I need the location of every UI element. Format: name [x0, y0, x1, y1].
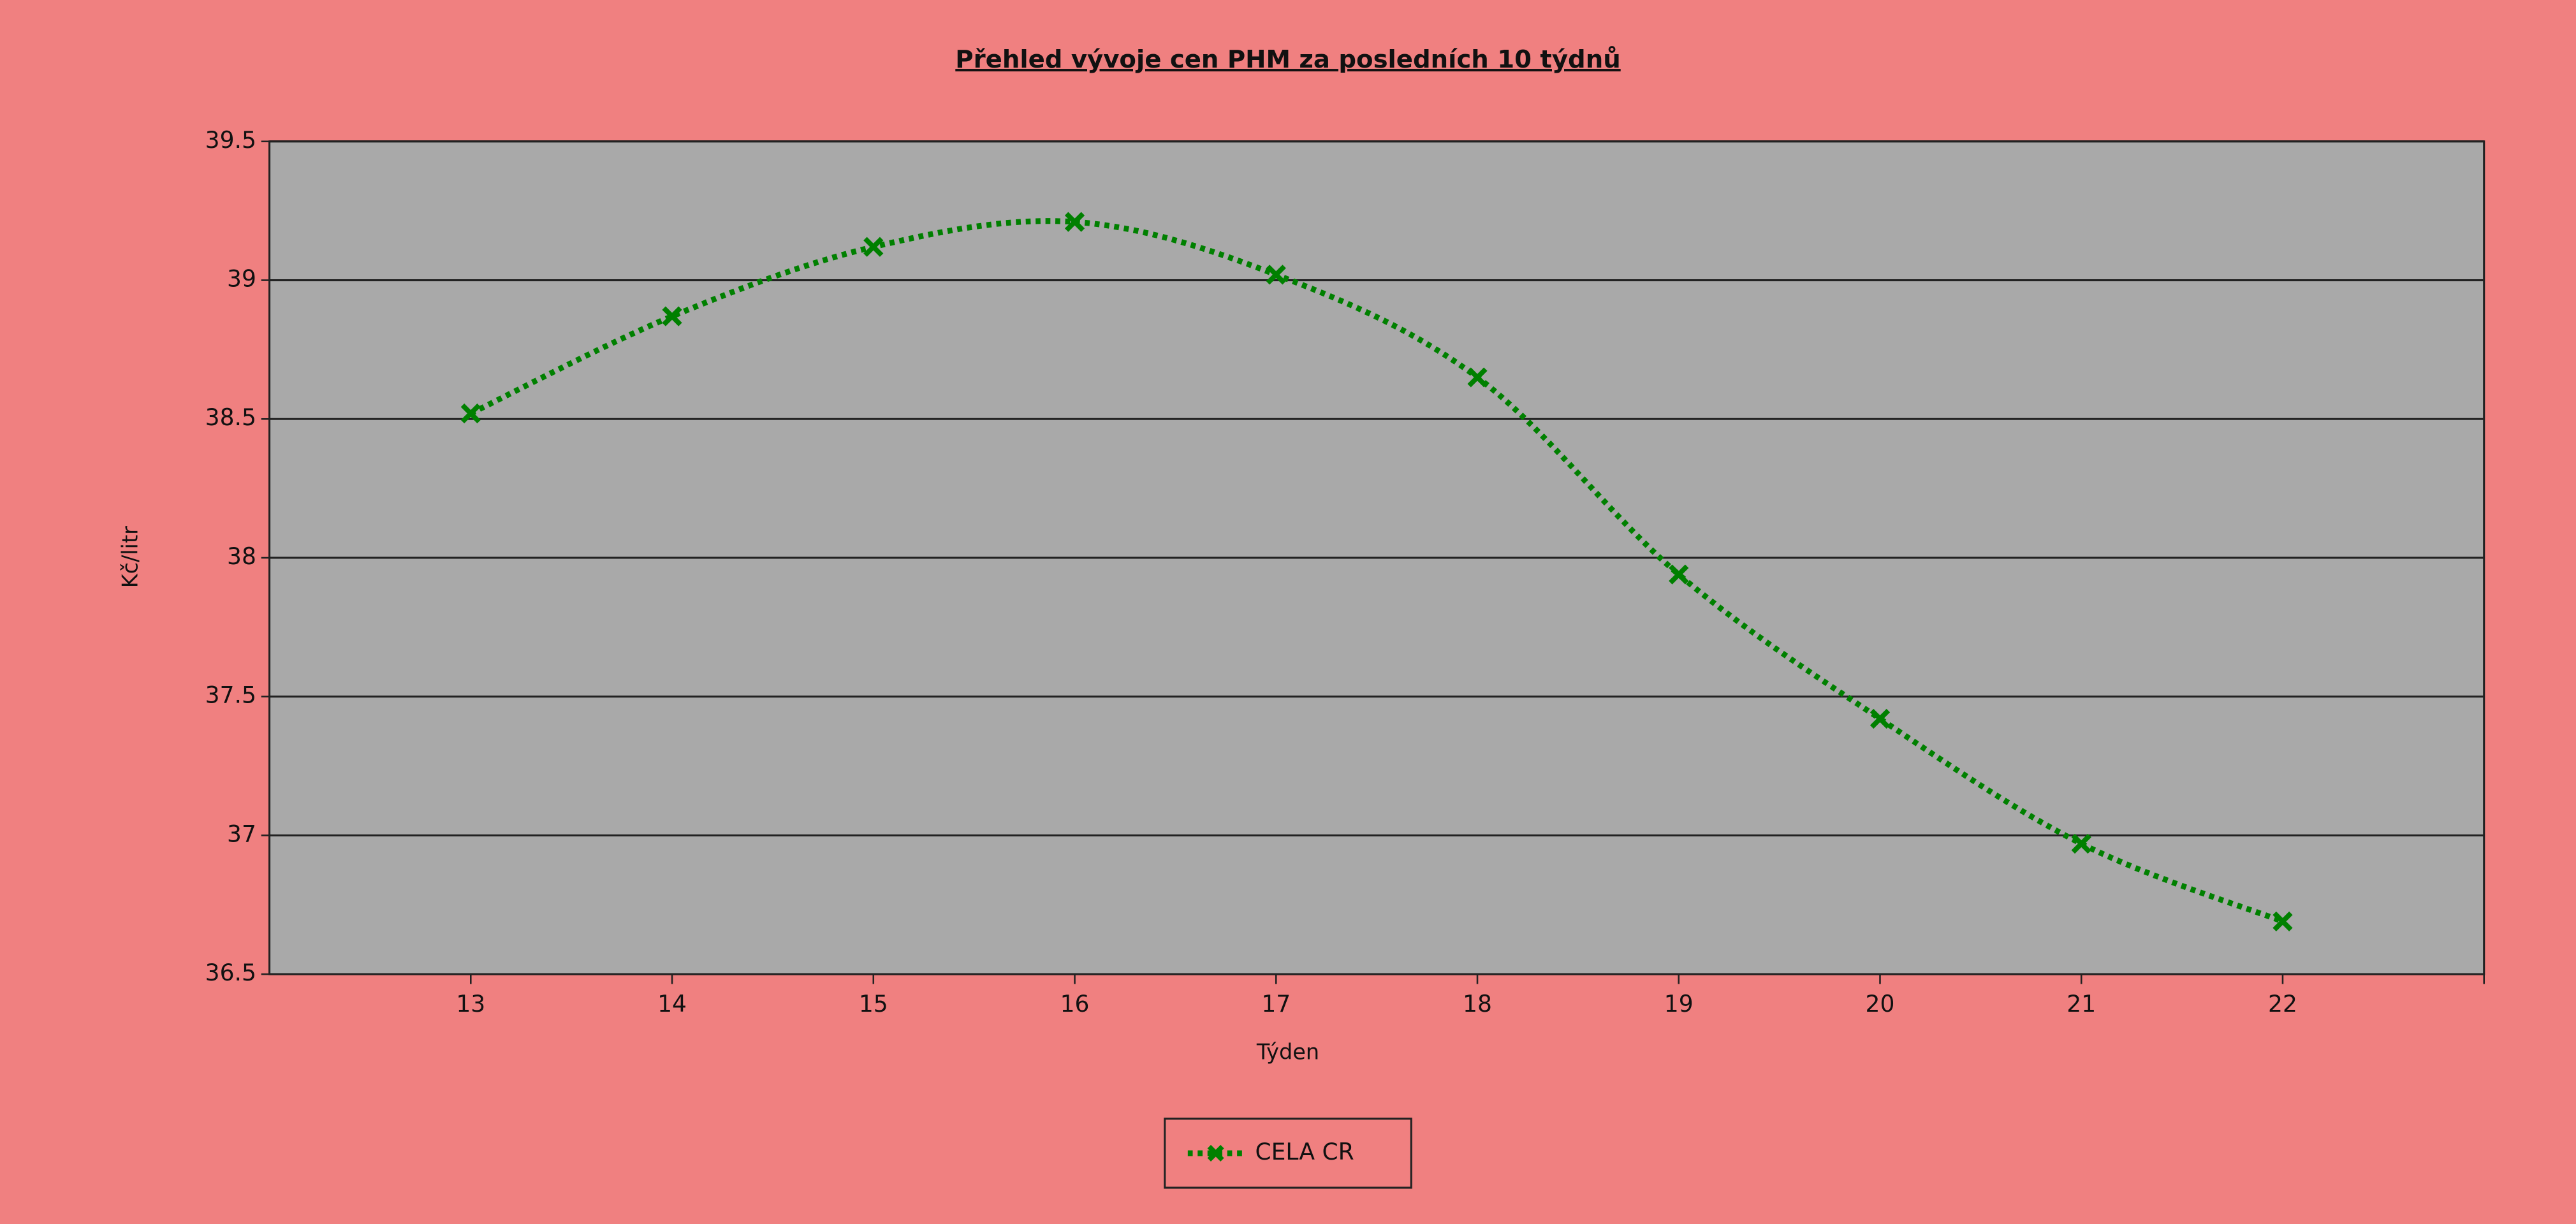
marker — [863, 237, 884, 257]
y-tick-label: 37 — [227, 820, 256, 847]
y-tick-label: 39.5 — [205, 127, 256, 154]
marker — [460, 403, 481, 424]
data-line — [469, 218, 2284, 924]
x-tick-label: 18 — [1463, 991, 1492, 1017]
chart-title: Přehled vývoje cen PHM za posledních 10 … — [955, 45, 1620, 74]
y-tick-label: 38 — [227, 543, 256, 570]
legend-label: CELA CR — [1255, 1139, 1354, 1165]
x-tick-label: 17 — [1261, 991, 1291, 1017]
marker — [2272, 911, 2293, 932]
marker — [1669, 564, 1689, 585]
x-tick-label: 13 — [456, 991, 485, 1017]
x-tick-label: 20 — [1866, 991, 1895, 1017]
y-tick-label: 37.5 — [205, 682, 256, 709]
plot-border — [268, 140, 2485, 975]
x-tick-label: 21 — [2067, 991, 2096, 1017]
x-tick-label: 19 — [1664, 991, 1694, 1017]
marker — [1467, 367, 1488, 388]
marker — [1266, 265, 1286, 285]
x-tick-label: 14 — [657, 991, 687, 1017]
marker — [1870, 708, 1891, 729]
legend-box — [1164, 1118, 1412, 1189]
marker — [662, 306, 682, 326]
x-tick-label: 16 — [1060, 991, 1090, 1017]
x-axis-label: Týden — [1256, 1039, 1319, 1064]
marker — [1064, 212, 1085, 232]
x-tick-label: 15 — [859, 991, 888, 1017]
y-tick-label: 39 — [227, 266, 256, 293]
y-tick-label: 36.5 — [205, 959, 256, 986]
y-axis-label: Kč/litr — [118, 526, 143, 588]
marker — [2071, 833, 2091, 854]
x-tick-label: 22 — [2268, 991, 2297, 1017]
y-tick-label: 38.5 — [205, 404, 256, 431]
legend-marker — [1207, 1144, 1224, 1162]
